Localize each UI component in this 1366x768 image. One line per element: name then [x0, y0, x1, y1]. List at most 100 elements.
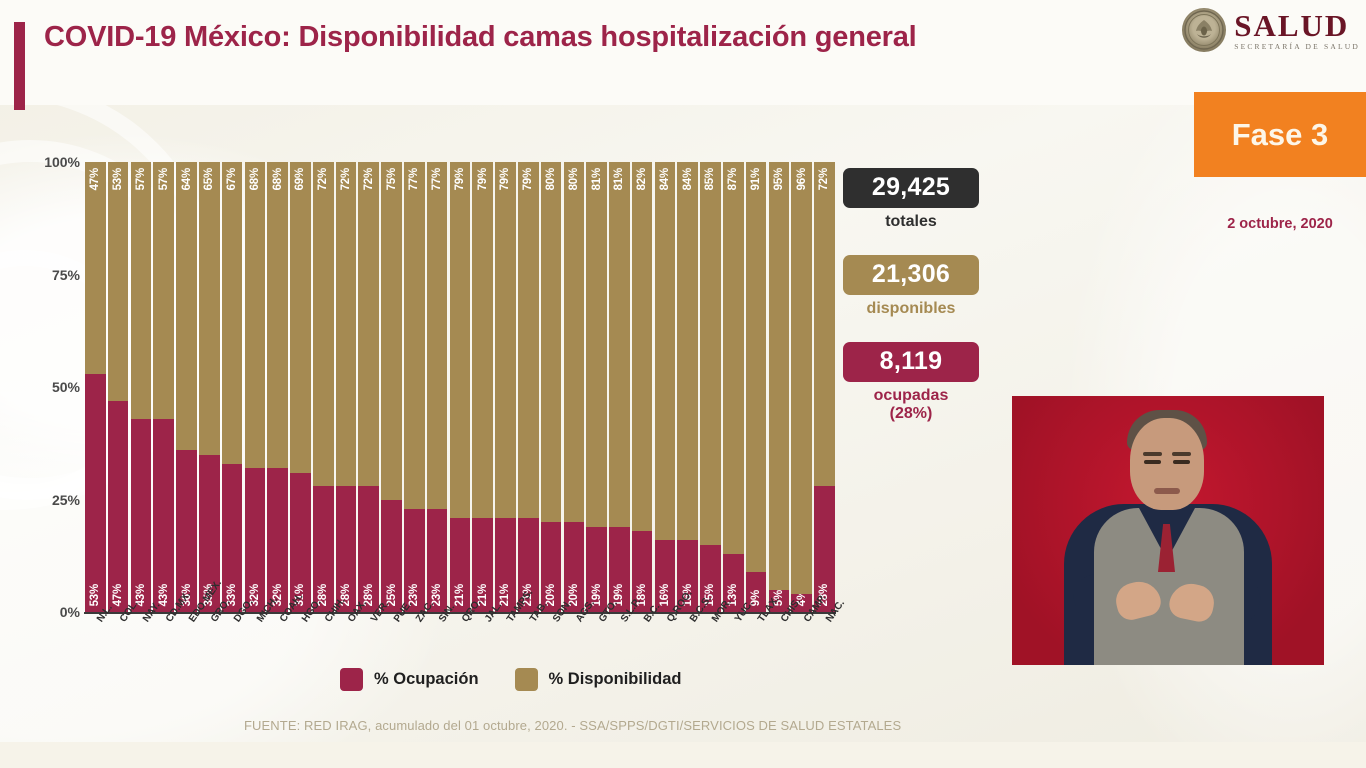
interpreter-right-brow	[1172, 452, 1191, 456]
bar-segment-ocupacion: 21%	[472, 517, 493, 612]
bar-segment-ocupacion: 19%	[609, 526, 630, 612]
bar-segment-disponibilidad: 77%	[404, 162, 425, 509]
bar-column[interactable]: 81% 19%	[609, 162, 630, 612]
bar-label-disponibilidad: 81%	[613, 168, 626, 191]
stat-disponibles-value: 21,306	[843, 255, 979, 295]
stat-totales-value: 29,425	[843, 168, 979, 208]
x-axis-label-cell: COL.	[107, 598, 141, 686]
bar-segment-ocupacion: 28%	[814, 486, 835, 612]
legend-item: % Disponibilidad	[514, 668, 681, 691]
bar-label-disponibilidad: 64%	[180, 168, 193, 191]
bar-label-disponibilidad: 72%	[818, 168, 831, 191]
stat-totales: 29,425 totales	[843, 168, 979, 231]
y-axis-tick: 50%	[51, 379, 80, 395]
bar-column[interactable]: 72% 28%	[312, 162, 334, 612]
bar-column[interactable]: 84% 16%	[654, 162, 676, 612]
bar-column[interactable]: 65% 35%	[199, 162, 220, 612]
title-accent-bar	[14, 22, 25, 110]
bar-segment-ocupacion: 5%	[768, 589, 790, 612]
bar-column[interactable]: 81% 19%	[586, 162, 607, 612]
y-axis-tick: 75%	[51, 266, 80, 283]
bar-column[interactable]: 80% 20%	[540, 162, 562, 612]
x-axis-label-cell: CD.MX.	[152, 589, 193, 686]
bar-column[interactable]: 80% 20%	[563, 162, 585, 612]
bar-column[interactable]: 84% 16%	[677, 162, 698, 612]
bar-column[interactable]: 91% 9%	[745, 162, 767, 612]
bar-column[interactable]: 57% 43%	[130, 162, 152, 612]
bar-label-disponibilidad: 87%	[727, 168, 740, 191]
bar-column[interactable]: 53% 47%	[107, 162, 129, 612]
bar-label-disponibilidad: 79%	[453, 168, 466, 191]
bar-segment-disponibilidad: 82%	[631, 162, 653, 531]
bar-column[interactable]: 95% 5%	[768, 162, 790, 612]
bar-column[interactable]: 79% 21%	[495, 162, 516, 612]
y-axis-tick: 25%	[51, 491, 80, 508]
bar-segment-ocupacion: 28%	[335, 486, 357, 612]
bar-label-disponibilidad: 80%	[567, 168, 580, 191]
bar-column[interactable]: 82% 18%	[631, 162, 653, 612]
bar-segment-disponibilidad: 68%	[244, 162, 266, 468]
bar-segment-disponibilidad: 69%	[290, 162, 311, 473]
bar-segment-disponibilidad: 87%	[722, 162, 744, 554]
bar-segment-disponibilidad: 79%	[495, 162, 516, 518]
bar-label-disponibilidad: 69%	[294, 168, 307, 191]
bar-column[interactable]: 68% 32%	[267, 162, 288, 612]
bar-label-ocupacion: 16%	[658, 583, 671, 606]
bar-column[interactable]: 87% 13%	[722, 162, 744, 612]
x-axis-label-cell: YUC.	[722, 598, 756, 686]
bar-segment-disponibilidad: 84%	[654, 162, 676, 540]
bar-column[interactable]: 67% 33%	[221, 162, 243, 612]
sign-language-interpreter-video[interactable]	[1012, 396, 1324, 665]
bar-column[interactable]: 96% 4%	[791, 162, 812, 612]
bar-column[interactable]: 75% 25%	[381, 162, 402, 612]
bar-segment-ocupacion: 43%	[130, 418, 152, 612]
salud-subtitle: SECRETARÍA DE SALUD	[1234, 41, 1360, 51]
bar-label-disponibilidad: 95%	[772, 168, 785, 191]
bar-segment-ocupacion: 15%	[700, 544, 721, 612]
source-band	[0, 742, 1366, 768]
bar-column[interactable]: 57% 43%	[153, 162, 175, 612]
bar-column[interactable]: 47% 53%	[85, 162, 106, 612]
bar-label-disponibilidad: 57%	[157, 168, 170, 191]
bar-column[interactable]: 79% 21%	[517, 162, 539, 612]
bar-label-disponibilidad: 57%	[134, 168, 147, 191]
bar-column[interactable]: 77% 23%	[426, 162, 448, 612]
bar-column[interactable]: 72% 28%	[358, 162, 380, 612]
bar-column[interactable]: 79% 21%	[472, 162, 493, 612]
stat-ocupadas-caption: ocupadas	[873, 387, 949, 404]
header-band	[0, 0, 1366, 105]
bar-segment-disponibilidad: 53%	[107, 162, 129, 401]
bar-segment-ocupacion: 20%	[540, 522, 562, 612]
bar-column[interactable]: 69% 31%	[290, 162, 311, 612]
bar-label-disponibilidad: 72%	[339, 168, 352, 191]
interpreter-left-eye	[1144, 460, 1161, 464]
x-axis-label-cell: CAMP.	[790, 593, 829, 686]
y-axis-tick: 100%	[44, 154, 80, 170]
bar-column[interactable]: 85% 15%	[700, 162, 721, 612]
x-axis-label-cell: N.L.	[84, 603, 115, 686]
bar-column[interactable]: 64% 36%	[176, 162, 197, 612]
page-title: COVID-19 México: Disponibilidad camas ho…	[44, 21, 917, 53]
bar-segment-disponibilidad: 96%	[791, 162, 812, 594]
phase-date: 2 octubre, 2020	[1227, 216, 1333, 232]
bar-segment-ocupacion: 28%	[312, 486, 334, 612]
bar-segment-disponibilidad: 75%	[381, 162, 402, 500]
bar-segment-ocupacion: 4%	[791, 594, 812, 612]
bar-label-disponibilidad: 82%	[636, 168, 649, 191]
bar-segment-disponibilidad: 47%	[85, 162, 106, 374]
bar-column[interactable]: 72% 28%	[335, 162, 357, 612]
chart-panel: 100% 75% 50% 25% 0% 47% 53% 53% 47% 57% 43% 57% 43%…	[0, 150, 1000, 710]
salud-logo-text: SALUD SECRETARÍA DE SALUD	[1234, 10, 1360, 51]
bar-segment-ocupacion: 9%	[745, 571, 767, 612]
x-axis-label-cell: CHIH.	[312, 596, 348, 686]
bar-column[interactable]: 72% 28%	[814, 162, 835, 612]
bar-segment-disponibilidad: 67%	[221, 162, 243, 464]
bar-label-disponibilidad: 77%	[431, 168, 444, 191]
interpreter-tie	[1158, 524, 1175, 572]
bar-segment-ocupacion: 53%	[85, 373, 106, 612]
bar-label-disponibilidad: 68%	[248, 168, 261, 191]
bar-column[interactable]: 79% 21%	[449, 162, 471, 612]
x-axis-line	[84, 612, 836, 614]
bar-column[interactable]: 77% 23%	[404, 162, 425, 612]
bar-column[interactable]: 68% 32%	[244, 162, 266, 612]
